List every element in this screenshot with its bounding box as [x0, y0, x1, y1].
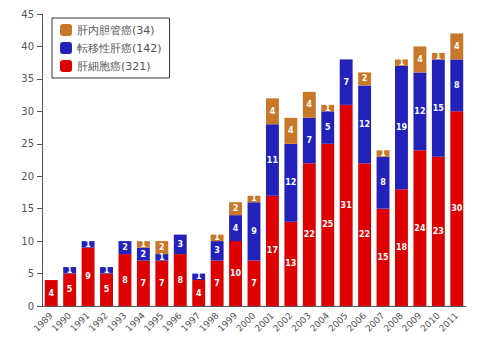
svg-text:1: 1 [380, 149, 386, 158]
svg-text:25: 25 [21, 138, 34, 149]
svg-text:2006: 2006 [345, 310, 368, 333]
svg-text:8: 8 [122, 276, 128, 285]
svg-text:45: 45 [21, 9, 34, 20]
svg-text:1999: 1999 [216, 310, 239, 333]
svg-text:1: 1 [159, 253, 165, 262]
svg-text:4: 4 [417, 55, 423, 64]
svg-text:4: 4 [233, 224, 239, 233]
svg-text:11: 11 [267, 156, 279, 165]
svg-text:1994: 1994 [124, 310, 147, 333]
svg-text:1991: 1991 [68, 310, 91, 333]
svg-text:7: 7 [141, 279, 147, 288]
svg-text:1: 1 [104, 266, 110, 275]
svg-text:7: 7 [214, 279, 220, 288]
svg-text:1: 1 [67, 266, 73, 275]
svg-text:13: 13 [285, 259, 296, 268]
svg-text:転移性肝癌(142): 転移性肝癌(142) [77, 42, 162, 55]
svg-text:2000: 2000 [234, 310, 257, 333]
svg-text:9: 9 [85, 272, 91, 281]
svg-text:9: 9 [251, 227, 257, 236]
svg-text:22: 22 [304, 230, 315, 239]
svg-text:15: 15 [21, 203, 34, 214]
svg-text:35: 35 [21, 73, 34, 84]
svg-text:3: 3 [214, 246, 220, 255]
svg-text:31: 31 [341, 201, 353, 210]
svg-text:30: 30 [451, 204, 463, 213]
svg-text:0: 0 [28, 301, 34, 312]
svg-text:1993: 1993 [105, 310, 128, 333]
svg-text:2005: 2005 [326, 310, 349, 333]
svg-text:19: 19 [396, 123, 408, 132]
svg-text:1990: 1990 [50, 310, 73, 333]
svg-text:1: 1 [251, 194, 257, 203]
svg-text:2: 2 [159, 243, 165, 252]
svg-text:7: 7 [343, 78, 349, 87]
svg-text:24: 24 [414, 224, 426, 233]
svg-text:4: 4 [307, 100, 313, 109]
svg-text:1995: 1995 [142, 310, 165, 333]
svg-text:2002: 2002 [271, 310, 294, 333]
svg-text:15: 15 [433, 104, 445, 113]
svg-text:2009: 2009 [400, 310, 423, 333]
svg-text:10: 10 [21, 236, 34, 247]
svg-text:1: 1 [399, 58, 405, 67]
svg-text:4: 4 [288, 126, 294, 135]
svg-text:4: 4 [48, 289, 54, 298]
svg-text:25: 25 [322, 220, 334, 229]
svg-text:40: 40 [21, 41, 34, 52]
svg-text:1997: 1997 [179, 310, 202, 333]
svg-text:1: 1 [141, 240, 147, 249]
svg-text:2: 2 [122, 243, 128, 252]
svg-text:8: 8 [177, 276, 183, 285]
svg-text:2: 2 [362, 74, 368, 83]
svg-text:17: 17 [267, 246, 278, 255]
svg-text:20: 20 [21, 171, 34, 182]
svg-text:1: 1 [325, 104, 331, 113]
svg-text:1: 1 [436, 52, 442, 61]
svg-text:18: 18 [396, 243, 408, 252]
svg-text:2011: 2011 [437, 310, 460, 333]
svg-text:肝内胆管癌(34): 肝内胆管癌(34) [77, 24, 155, 37]
svg-text:12: 12 [414, 107, 425, 116]
svg-text:2008: 2008 [382, 310, 405, 333]
svg-text:7: 7 [251, 279, 257, 288]
svg-text:5: 5 [67, 285, 73, 294]
svg-text:1992: 1992 [87, 310, 110, 333]
svg-text:3: 3 [177, 240, 183, 249]
svg-text:23: 23 [433, 227, 444, 236]
svg-text:8: 8 [380, 178, 386, 187]
svg-text:7: 7 [307, 136, 313, 145]
svg-text:15: 15 [377, 253, 389, 262]
svg-text:1998: 1998 [197, 310, 220, 333]
svg-text:8: 8 [454, 81, 460, 90]
svg-text:12: 12 [359, 120, 370, 129]
svg-text:5: 5 [28, 268, 34, 279]
svg-text:1989: 1989 [32, 310, 55, 333]
svg-text:5: 5 [325, 123, 331, 132]
svg-text:12: 12 [285, 178, 296, 187]
svg-text:22: 22 [359, 230, 370, 239]
svg-text:2010: 2010 [419, 310, 442, 333]
svg-text:1: 1 [196, 272, 202, 281]
svg-text:4: 4 [270, 107, 276, 116]
svg-text:4: 4 [454, 42, 460, 51]
svg-text:2: 2 [233, 204, 239, 213]
svg-text:肝細胞癌(321): 肝細胞癌(321) [77, 60, 151, 73]
svg-text:1: 1 [85, 240, 91, 249]
svg-text:1: 1 [214, 233, 220, 242]
svg-text:2: 2 [141, 250, 147, 259]
svg-text:4: 4 [196, 289, 202, 298]
svg-text:2003: 2003 [290, 310, 313, 333]
svg-text:2001: 2001 [253, 310, 276, 333]
svg-text:10: 10 [230, 269, 242, 278]
svg-text:2007: 2007 [363, 310, 386, 333]
svg-text:5: 5 [104, 285, 110, 294]
svg-text:2004: 2004 [308, 310, 331, 333]
svg-text:7: 7 [159, 279, 165, 288]
svg-text:30: 30 [21, 106, 34, 117]
svg-text:1996: 1996 [161, 310, 184, 333]
